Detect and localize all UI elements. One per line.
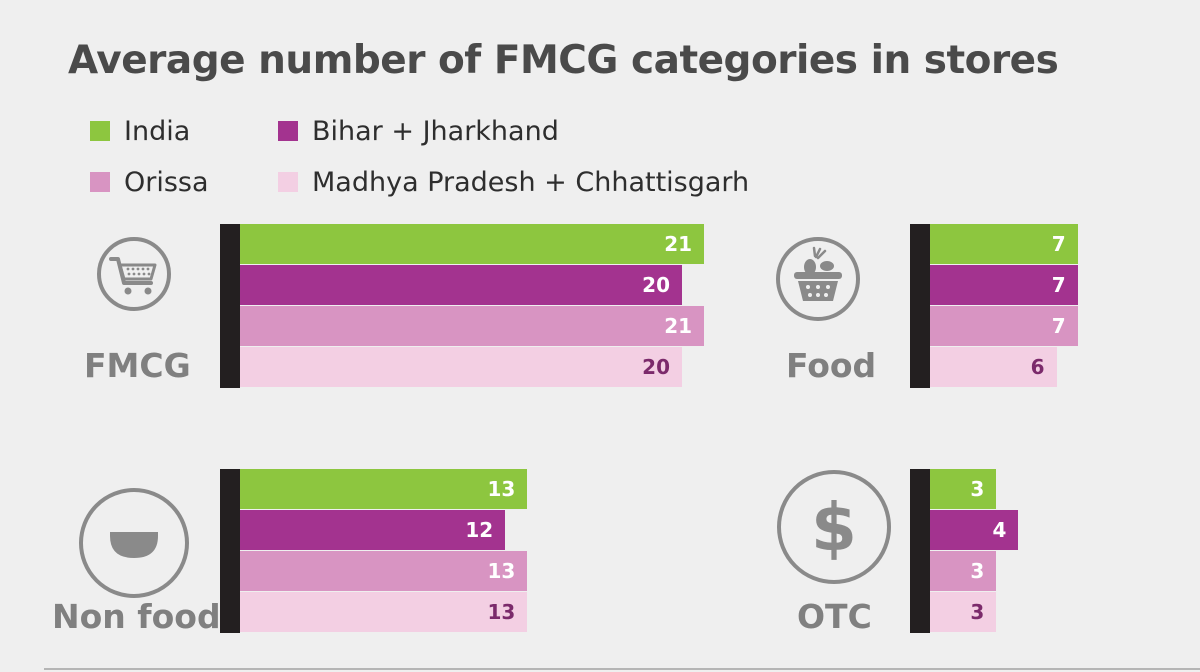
bar-non-food-bihar-jharkhand: 12 (240, 510, 506, 550)
category-label-otc: OTC (797, 597, 872, 636)
legend-label-madhya-pradesh-chhattisgarh: Madhya Pradesh + Chhattisgarh (312, 166, 750, 198)
legend-item-bihar-jharkhand: Bihar + Jharkhand (278, 115, 559, 147)
bar-value-label: 6 (1030, 355, 1045, 379)
legend-swatch-orissa (90, 172, 110, 192)
bar-non-food-madhya-pradesh-chhattisgarh: 13 (240, 592, 528, 632)
bar-fmcg-orissa: 21 (240, 306, 705, 346)
bar-non-food-india: 13 (240, 469, 528, 509)
food-basket-icon (776, 237, 860, 321)
bar-value-label: 20 (642, 355, 670, 379)
axis-bar-food (910, 224, 930, 388)
bar-value-label: 4 (992, 518, 1007, 542)
bar-food-india: 7 (930, 224, 1078, 264)
bar-non-food-orissa: 13 (240, 551, 528, 591)
bar-value-label: 13 (487, 477, 516, 501)
bar-fmcg-india: 21 (240, 224, 705, 264)
bar-value-label: 7 (1051, 314, 1066, 338)
bar-food-bihar-jharkhand: 7 (930, 265, 1078, 305)
bar-fmcg-bihar-jharkhand: 20 (240, 265, 682, 305)
bar-food-orissa: 7 (930, 306, 1078, 346)
legend-item-india: India (90, 115, 191, 147)
category-label-non-food: Non food (52, 597, 221, 636)
legend-swatch-bihar-jharkhand (278, 121, 298, 141)
bar-value-label: 7 (1051, 273, 1066, 297)
bar-panel-non-food: 13 12 13 13 (220, 469, 760, 633)
bar-value-label: 21 (664, 314, 693, 338)
axis-bar-non-food (220, 469, 240, 633)
legend-label-bihar-jharkhand: Bihar + Jharkhand (312, 115, 559, 147)
svg-text:$: $ (811, 489, 857, 566)
shopping-cart-icon (97, 237, 171, 311)
legend-swatch-madhya-pradesh-chhattisgarh (278, 172, 298, 192)
legend-label-orissa: Orissa (124, 166, 209, 198)
dollar-icon: $ (777, 470, 891, 584)
bar-value-label: 21 (664, 232, 693, 256)
bottom-rule (44, 668, 1200, 670)
bar-value-label: 7 (1051, 232, 1066, 256)
bar-otc-bihar-jharkhand: 4 (930, 510, 1019, 550)
bar-otc-orissa: 3 (930, 551, 997, 591)
bar-value-label: 12 (465, 518, 494, 542)
category-label-fmcg: FMCG (84, 346, 191, 385)
chart-title: Average number of FMCG categories in sto… (68, 38, 1059, 83)
bar-value-label: 3 (970, 559, 985, 583)
legend-item-orissa: Orissa (90, 166, 209, 198)
bar-otc-madhya-pradesh-chhattisgarh: 3 (930, 592, 997, 632)
bar-value-label: 3 (970, 600, 985, 624)
bowl-icon (79, 488, 189, 598)
bar-fmcg-madhya-pradesh-chhattisgarh: 20 (240, 347, 682, 387)
bar-value-label: 3 (970, 477, 985, 501)
bar-value-label: 13 (487, 559, 516, 583)
bar-food-madhya-pradesh-chhattisgarh: 6 (930, 347, 1057, 387)
category-label-food: Food (786, 346, 877, 385)
legend-item-madhya-pradesh-chhattisgarh: Madhya Pradesh + Chhattisgarh (278, 166, 750, 198)
legend-swatch-india (90, 121, 110, 141)
bar-value-label: 13 (487, 600, 516, 624)
axis-bar-fmcg (220, 224, 240, 388)
bar-otc-india: 3 (930, 469, 997, 509)
bar-value-label: 20 (642, 273, 670, 297)
axis-bar-otc (910, 469, 930, 633)
legend-label-india: India (124, 115, 191, 147)
bar-panel-fmcg: 21 20 21 20 (220, 224, 760, 388)
